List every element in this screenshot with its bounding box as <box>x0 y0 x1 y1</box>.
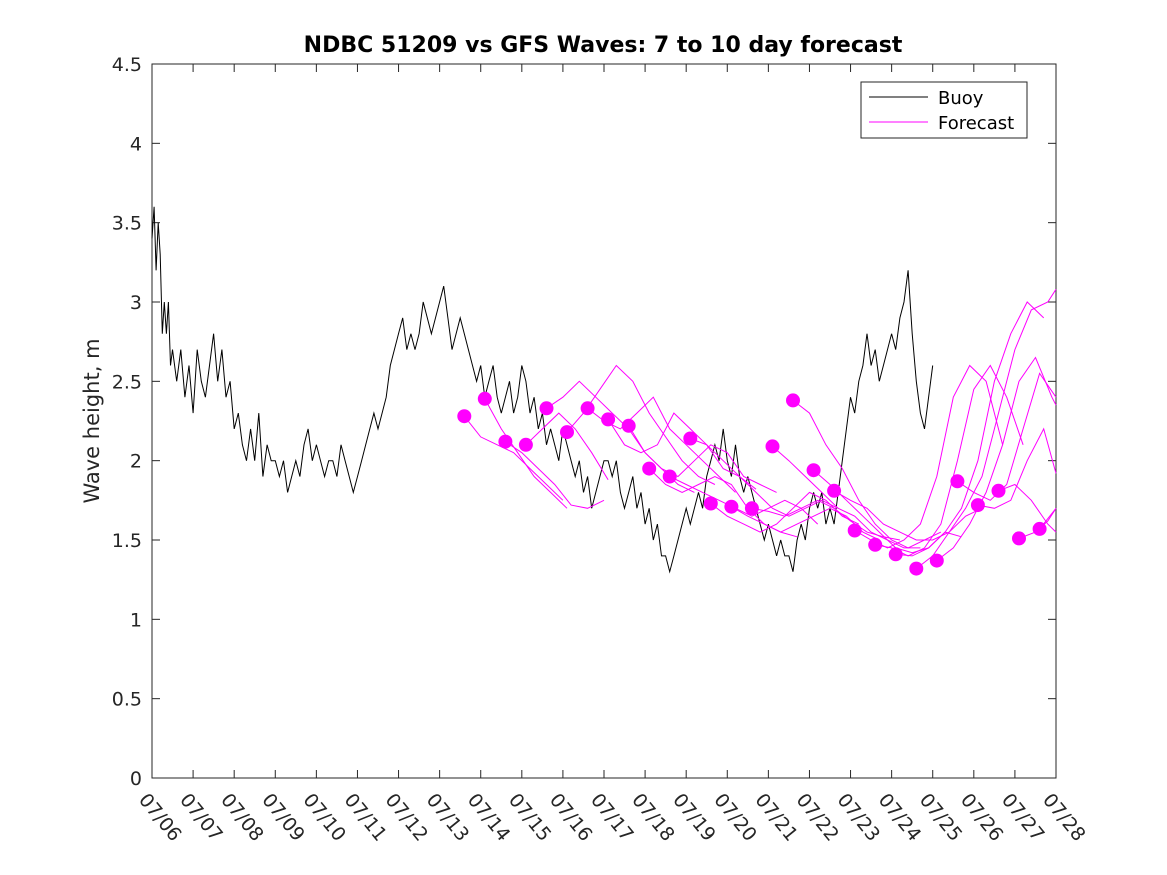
forecast-start-marker <box>457 409 472 424</box>
forecast-start-marker <box>786 393 800 408</box>
legend-buoy-label: Buoy <box>938 88 984 109</box>
forecast-start-marker <box>909 561 924 576</box>
legend-forecast-label: Forecast <box>938 113 1014 134</box>
y-tick-label: 2.5 <box>112 371 142 393</box>
y-tick-label: 0 <box>130 768 142 790</box>
forecast-start-marker <box>621 418 636 433</box>
forecast-start-marker <box>498 434 513 449</box>
forecast-start-marker <box>827 483 842 498</box>
forecast-start-marker <box>560 425 574 440</box>
y-tick-label: 4.5 <box>112 54 142 76</box>
y-tick-label: 1 <box>130 609 142 631</box>
forecast-start-marker <box>806 463 821 478</box>
forecast-start-marker <box>601 412 616 427</box>
forecast-start-marker <box>662 469 677 484</box>
forecast-start-marker <box>970 498 985 513</box>
forecast-start-marker <box>724 499 739 514</box>
forecast-start-marker <box>950 474 965 489</box>
forecast-run-line <box>957 372 1057 501</box>
forecast-start-marker <box>1032 521 1047 536</box>
forecast-start-marker <box>539 401 554 416</box>
y-tick-label: 3 <box>130 292 142 314</box>
forecast-run-line <box>792 400 942 549</box>
forecast-run-line <box>915 289 1057 569</box>
forecast-start-marker <box>683 431 698 446</box>
forecast-start-marker <box>929 553 944 568</box>
y-tick-label: 3.5 <box>112 213 142 235</box>
forecast-run-line <box>607 412 757 490</box>
forecast-run-line <box>484 398 568 509</box>
forecast-start-marker <box>868 537 883 552</box>
y-axis-label: Wave height, m <box>80 338 104 503</box>
forecast-start-marker <box>991 483 1006 498</box>
y-tick-label: 4 <box>130 133 142 155</box>
legend-box <box>860 81 1028 139</box>
forecast-run-line <box>525 412 609 480</box>
forecast-run-line <box>463 415 564 501</box>
forecast-start-marker <box>888 547 903 562</box>
y-tick-label: 1.5 <box>112 530 142 552</box>
forecast-run-line <box>566 364 716 485</box>
forecast-run-line <box>895 301 1045 557</box>
forecast-start-marker <box>744 501 759 516</box>
y-tick-label: 2 <box>130 451 142 473</box>
forecast-start-marker <box>1012 531 1026 546</box>
forecast-run-line <box>998 483 1057 533</box>
plot-area: 00.511.522.533.544.507/0607/0707/0807/09… <box>112 54 1090 846</box>
forecast-run-line <box>505 441 605 509</box>
forecast-run-line <box>628 425 777 493</box>
forecast-start-marker <box>518 437 533 452</box>
forecast-run-line <box>669 476 819 525</box>
forecast-start-marker <box>580 401 595 416</box>
forecast-start-marker <box>847 523 862 538</box>
buoy-series-line <box>151 206 934 574</box>
forecast-start-marker <box>477 391 492 406</box>
forecast-run-line <box>690 438 839 517</box>
forecast-start-marker <box>765 439 780 454</box>
chart-title: NDBC 51209 vs GFS Waves: 7 to 10 day for… <box>304 33 903 58</box>
legend: Buoy Forecast <box>860 81 1028 139</box>
forecast-start-marker <box>703 496 718 511</box>
y-tick-label: 0.5 <box>112 689 142 711</box>
forecast-run-line <box>977 427 1057 509</box>
forecast-start-marker <box>642 461 657 476</box>
